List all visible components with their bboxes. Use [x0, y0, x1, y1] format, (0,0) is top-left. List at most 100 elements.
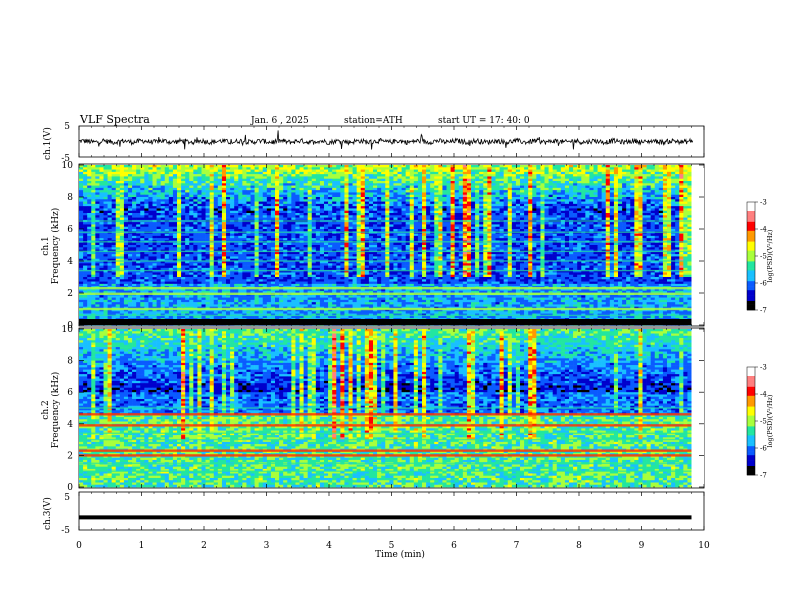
- spectrogram-cell: [634, 208, 639, 212]
- spectrogram-cell: [254, 215, 259, 218]
- spectrogram-cell: [168, 187, 174, 191]
- spectrogram-cell: [197, 167, 202, 170]
- spectrogram-cell: [650, 238, 656, 241]
- spectrogram-cell: [193, 183, 198, 186]
- spectrogram-cell: [79, 233, 84, 237]
- spectrogram-cell: [115, 224, 121, 228]
- spectrogram-cell: [128, 194, 133, 198]
- spectrogram-cell: [368, 187, 374, 191]
- spectrogram-cell: [446, 176, 451, 180]
- spectrogram-cell: [667, 181, 672, 184]
- spectrogram-cell: [634, 226, 639, 230]
- spectrogram-cell: [168, 174, 174, 177]
- spectrogram-cell: [356, 235, 362, 239]
- spectrogram-cell: [426, 203, 431, 207]
- spectrogram-cell: [107, 213, 112, 216]
- spectrogram-cell: [613, 213, 619, 216]
- spectrogram-cell: [213, 235, 219, 239]
- spectrogram-cell: [291, 199, 296, 202]
- spectrogram-cell: [181, 210, 186, 214]
- spectrogram-cell: [119, 165, 125, 168]
- spectrogram-cell: [642, 203, 647, 207]
- spectrogram-cell: [352, 208, 357, 212]
- spectrogram-cell: [491, 185, 496, 189]
- spectrogram-cell: [434, 169, 439, 173]
- spectrogram-cell: [589, 194, 594, 198]
- spectrogram-cell: [111, 190, 117, 193]
- spectrogram-cell: [658, 192, 664, 196]
- spectrogram-cell: [642, 238, 647, 241]
- spectrogram-cell: [520, 190, 525, 193]
- spectrogram-cell: [528, 176, 533, 180]
- spectrogram-cell: [115, 178, 121, 182]
- spectrogram-cell: [287, 229, 292, 232]
- spectrogram-cell: [111, 192, 117, 196]
- spectrogram-cell: [377, 213, 382, 216]
- spectrogram-cell: [393, 192, 398, 196]
- spectrogram-cell: [287, 206, 292, 209]
- spectrogram-cell: [662, 206, 668, 209]
- spectrogram-cell: [303, 178, 308, 182]
- spectrogram-cell: [434, 238, 439, 241]
- spectrogram-cell: [266, 224, 272, 228]
- spectrogram-cell: [422, 213, 427, 216]
- spectrogram-cell: [605, 226, 611, 230]
- spectrogram-cell: [160, 199, 166, 202]
- spectrogram-cell: [605, 215, 611, 218]
- spectrogram-cell: [573, 208, 578, 212]
- spectrogram-cell: [679, 174, 684, 177]
- spectrogram-cell: [307, 194, 313, 198]
- spectrogram-cell: [466, 203, 472, 207]
- spectrogram-cell: [413, 208, 419, 212]
- spectrogram-cell: [177, 197, 182, 200]
- spectrogram-cell: [687, 176, 692, 180]
- spectrogram-cell: [197, 165, 202, 168]
- spectrogram-cell: [667, 201, 672, 205]
- spectrogram-cell: [209, 190, 215, 193]
- spectrogram-cell: [299, 165, 304, 168]
- spectrogram-cell: [450, 176, 455, 180]
- spectrogram-cell: [401, 169, 406, 173]
- spectrogram-cell: [495, 199, 500, 202]
- spectrogram-cell: [409, 169, 415, 173]
- spectrogram-cell: [311, 192, 317, 196]
- spectrogram-cell: [417, 169, 423, 173]
- spectrogram-cell: [299, 222, 304, 225]
- spectrogram-cell: [377, 183, 382, 186]
- spectrogram-cell: [544, 238, 549, 241]
- spectrogram-cell: [156, 169, 161, 173]
- spectrogram-cell: [454, 174, 460, 177]
- spectrogram-cell: [340, 235, 345, 239]
- spectrogram-cell: [111, 222, 117, 225]
- spectrogram-cell: [373, 213, 378, 216]
- spectrogram-cell: [164, 224, 170, 228]
- spectrogram-cell: [630, 192, 635, 196]
- spectrogram-cell: [413, 174, 419, 177]
- spectrogram-cell: [495, 181, 500, 184]
- spectrogram-cell: [577, 222, 582, 225]
- spectrogram-cell: [503, 222, 509, 225]
- spectrogram-cell: [450, 199, 455, 202]
- spectrogram-cell: [299, 174, 304, 177]
- spectrogram-cell: [311, 201, 317, 205]
- spectrogram-cell: [168, 222, 174, 225]
- spectrogram-cell: [299, 201, 304, 205]
- spectrogram-cell: [115, 181, 121, 184]
- spectrogram-cell: [95, 226, 100, 230]
- spectrogram-cell: [266, 165, 272, 168]
- spectrogram-cell: [564, 224, 570, 228]
- spectrogram-cell: [454, 224, 460, 228]
- spectrogram-cell: [107, 171, 112, 175]
- spectrogram-cell: [177, 226, 182, 230]
- spectrogram-cell: [471, 174, 476, 177]
- spectrogram-cell: [466, 167, 472, 170]
- spectrogram-cell: [585, 178, 590, 182]
- spectrogram-cell: [373, 192, 378, 196]
- spectrogram-cell: [483, 194, 488, 198]
- spectrogram-cell: [319, 174, 325, 177]
- spectrogram-cell: [262, 181, 268, 184]
- spectrogram-cell: [466, 229, 472, 232]
- spectrogram-cell: [393, 217, 398, 221]
- spectrogram-cell: [634, 178, 639, 182]
- spectrogram-cell: [662, 229, 668, 232]
